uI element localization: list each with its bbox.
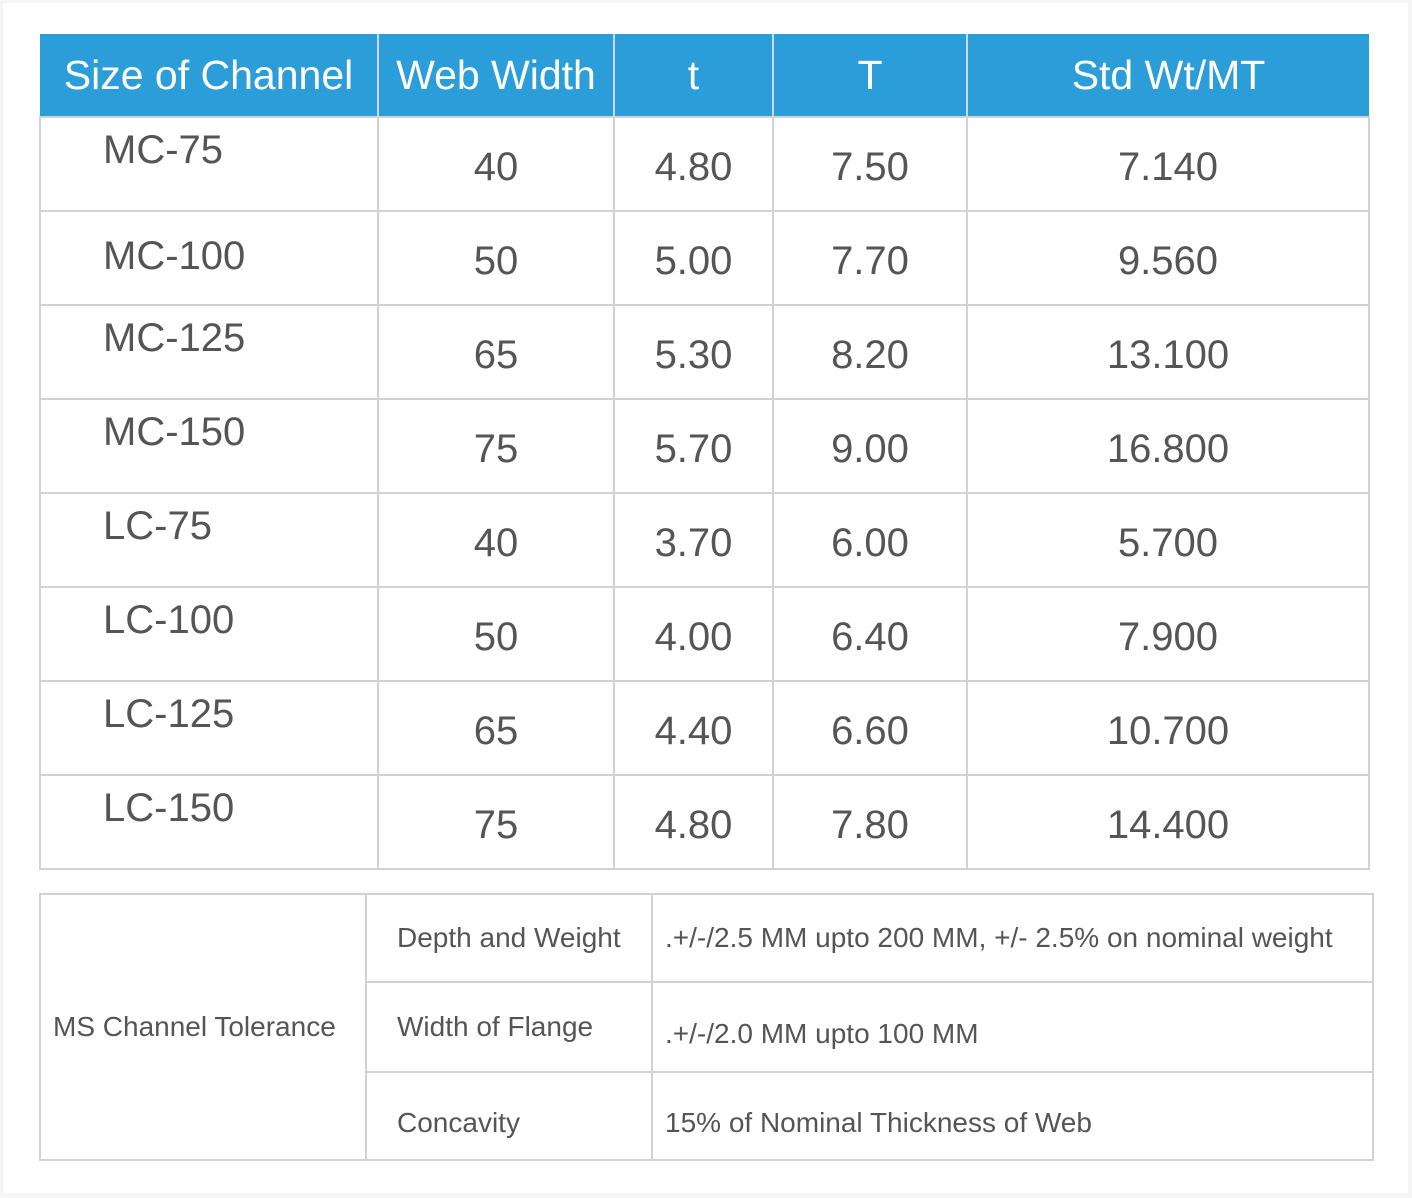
cell-std-wt: 16.800 — [966, 398, 1370, 494]
table-row: MC-100 50 5.00 7.70 9.560 — [39, 210, 1370, 306]
cell-T: 6.40 — [772, 586, 968, 682]
tolerance-title: MS Channel Tolerance — [39, 893, 367, 1161]
tolerance-parameter: Concavity — [365, 1071, 653, 1161]
cell-web-width: 75 — [377, 398, 615, 494]
header-t-thickness: t — [613, 34, 773, 117]
tolerance-value: .+/-/2.5 MM upto 200 MM, +/- 2.5% on nom… — [651, 893, 1374, 983]
cell-std-wt: 13.100 — [966, 304, 1370, 400]
cell-T: 6.00 — [772, 492, 968, 588]
channel-spec-table: Size of Channel Web Width t T Std Wt/MT … — [39, 34, 1370, 870]
table-row: LC-150 75 4.80 7.80 14.400 — [39, 774, 1370, 870]
cell-size: MC-125 — [39, 304, 379, 400]
cell-t: 3.70 — [613, 492, 774, 588]
cell-web-width: 75 — [377, 774, 615, 870]
cell-t: 5.70 — [613, 398, 774, 494]
header-std-wt-per-mt: Std Wt/MT — [966, 34, 1369, 117]
tolerance-row: Concavity 15% of Nominal Thickness of We… — [40, 1071, 1374, 1161]
header-T-flange-thickness: T — [772, 34, 967, 117]
cell-web-width: 40 — [377, 492, 615, 588]
cell-web-width: 40 — [377, 116, 615, 212]
tolerance-value: .+/-/2.0 MM upto 100 MM — [651, 981, 1374, 1073]
cell-std-wt: 7.140 — [966, 116, 1370, 212]
header-web-width: Web Width — [377, 34, 614, 117]
cell-T: 8.20 — [772, 304, 968, 400]
table-row: LC-125 65 4.40 6.60 10.700 — [39, 680, 1370, 776]
tolerance-parameter: Depth and Weight — [365, 893, 653, 983]
cell-t: 4.00 — [613, 586, 774, 682]
cell-t: 4.80 — [613, 116, 774, 212]
cell-T: 6.60 — [772, 680, 968, 776]
cell-size: LC-125 — [39, 680, 379, 776]
cell-t: 5.00 — [613, 210, 774, 306]
tolerance-row: Width of Flange .+/-/2.0 MM upto 100 MM — [40, 981, 1374, 1073]
cell-size: LC-100 — [39, 586, 379, 682]
cell-t: 4.40 — [613, 680, 774, 776]
cell-std-wt: 7.900 — [966, 586, 1370, 682]
cell-T: 7.50 — [772, 116, 968, 212]
table-row: MC-150 75 5.70 9.00 16.800 — [39, 398, 1370, 494]
cell-std-wt: 5.700 — [966, 492, 1370, 588]
cell-t: 4.80 — [613, 774, 774, 870]
cell-web-width: 50 — [377, 586, 615, 682]
cell-size: LC-150 — [39, 774, 379, 870]
cell-size: MC-100 — [39, 210, 379, 306]
tolerance-parameter: Width of Flange — [365, 981, 653, 1073]
cell-size: LC-75 — [39, 492, 379, 588]
cell-T: 7.80 — [772, 774, 968, 870]
cell-size: MC-150 — [39, 398, 379, 494]
cell-t: 5.30 — [613, 304, 774, 400]
tolerance-table: MS Channel Tolerance Depth and Weight .+… — [39, 893, 1374, 1161]
table-row: LC-100 50 4.00 6.40 7.900 — [39, 586, 1370, 682]
table-row: MC-125 65 5.30 8.20 13.100 — [39, 304, 1370, 400]
header-size-of-channel: Size of Channel — [40, 34, 378, 117]
cell-web-width: 50 — [377, 210, 615, 306]
cell-std-wt: 14.400 — [966, 774, 1370, 870]
cell-std-wt: 9.560 — [966, 210, 1370, 306]
tolerance-value: 15% of Nominal Thickness of Web — [651, 1071, 1374, 1161]
cell-web-width: 65 — [377, 304, 615, 400]
cell-size: MC-75 — [39, 116, 379, 212]
cell-T: 9.00 — [772, 398, 968, 494]
cell-std-wt: 10.700 — [966, 680, 1370, 776]
cell-web-width: 65 — [377, 680, 615, 776]
table-row: MC-75 40 4.80 7.50 7.140 — [39, 116, 1370, 212]
cell-T: 7.70 — [772, 210, 968, 306]
table-row: LC-75 40 3.70 6.00 5.700 — [39, 492, 1370, 588]
tolerance-row: MS Channel Tolerance Depth and Weight .+… — [39, 893, 1374, 1161]
table-header-row: Size of Channel Web Width t T Std Wt/MT — [40, 34, 1369, 117]
